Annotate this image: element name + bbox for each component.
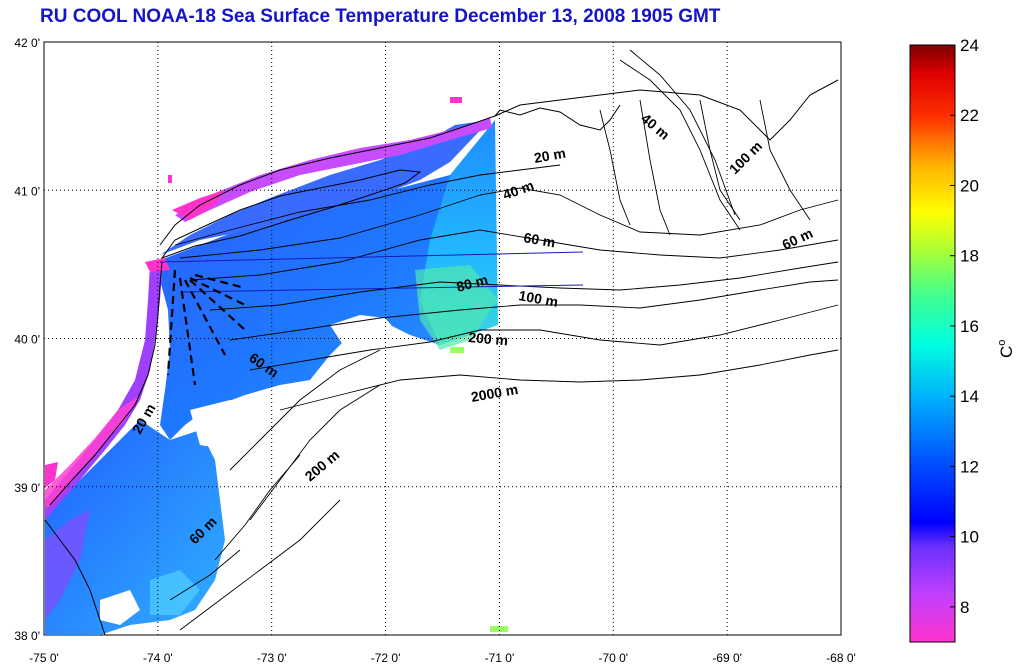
colorbar-tick-label: 10 <box>960 528 979 547</box>
coastline <box>44 79 839 636</box>
longitude-tick-label: -73 0' <box>257 651 287 665</box>
contour-label: 80 m <box>455 271 490 295</box>
cloud-gaps <box>100 315 400 625</box>
longitude-tick-label: -69 0' <box>712 651 742 665</box>
contour-label: 200 m <box>468 329 509 348</box>
colorbar-tick-label: 8 <box>960 598 969 617</box>
latitude-tick-label: 40 0' <box>14 333 40 347</box>
colorbar-gradient <box>909 44 956 643</box>
colorbar-tick-label: 24 <box>960 36 979 55</box>
colorbar-tick-label: 12 <box>960 457 979 476</box>
transect-lines <box>159 251 584 293</box>
colorbar-tick-label: 16 <box>960 317 979 336</box>
colorbar-tick-label: 20 <box>960 176 979 195</box>
map-title: RU COOL NOAA-18 Sea Surface Temperature … <box>40 6 721 27</box>
colorbar-ticks: 24 22 20 18 16 14 12 10 8 <box>950 36 979 617</box>
colorbar-tick-label: 22 <box>960 106 979 125</box>
latitude-tick-labels: 42 0' 41 0' 40 0' 39 0' 38 0' <box>14 36 40 643</box>
contour-label: 100 m <box>517 287 559 310</box>
longitude-tick-label: -71 0' <box>485 651 515 665</box>
latitude-tick-label: 42 0' <box>14 36 40 50</box>
longitude-tick-labels: -75 0' -74 0' -73 0' -72 0' -71 0' -70 0' -69 … <box>29 651 856 665</box>
latitude-tick-label: 38 0' <box>14 629 40 643</box>
longitude-tick-label: -70 0' <box>598 651 628 665</box>
contour-label: 60 m <box>522 229 556 250</box>
longitude-grid <box>157 42 728 635</box>
longitude-tick-label: -72 0' <box>371 651 401 665</box>
colorbar: 24 22 20 18 16 14 12 10 8 Co <box>909 36 1016 643</box>
contour-label: 20 m <box>533 145 567 166</box>
colorbar-unit: Co <box>996 340 1016 358</box>
colorbar-tick-label: 14 <box>960 387 979 406</box>
longitude-tick-label: -74 0' <box>143 651 173 665</box>
longitude-tick-label: -75 0' <box>29 651 59 665</box>
sst-coverage <box>45 97 508 635</box>
colorbar-tick-label: 18 <box>960 247 979 266</box>
latitude-tick-label: 39 0' <box>14 481 40 495</box>
dashed-tracks <box>166 269 246 386</box>
latitude-grid <box>44 189 841 488</box>
latitude-tick-label: 41 0' <box>14 184 40 198</box>
bathymetry-contours <box>169 49 839 631</box>
longitude-tick-label: -68 0' <box>826 651 856 665</box>
